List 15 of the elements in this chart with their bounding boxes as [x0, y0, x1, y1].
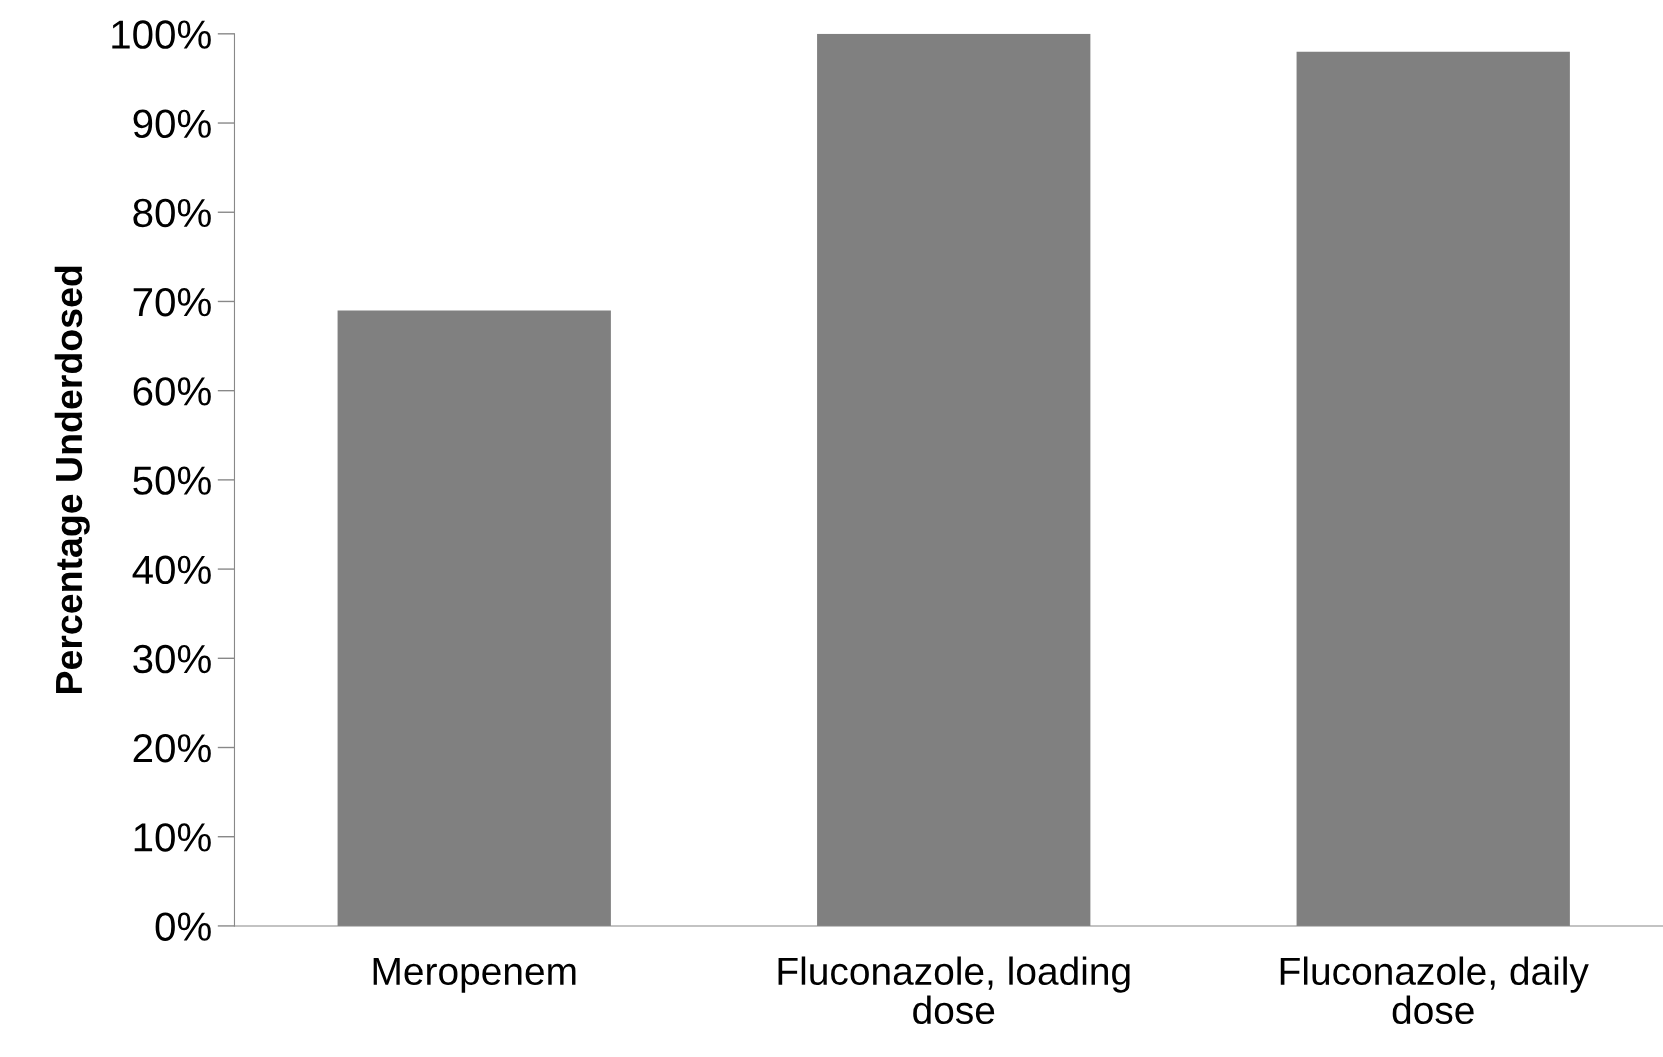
y-tick-label: 40%	[132, 555, 211, 585]
x-tick-label: Fluconazole, loading dose	[778, 956, 1130, 1025]
x-tick-label: Fluconazole, daily dose	[1280, 956, 1589, 1025]
y-tick-label: 70%	[133, 287, 211, 317]
y-tick-label: 20%	[133, 733, 211, 763]
y-tick-label: 90%	[133, 109, 211, 139]
y-tick-label: 0%	[155, 912, 211, 941]
y-tick-label: 60%	[133, 377, 211, 406]
y-tick-label: 30%	[133, 644, 211, 674]
x-tick-label: Meropenem	[373, 957, 576, 993]
y-tick-label: 80%	[133, 198, 211, 228]
y-axis-title: Percentage Underdosed	[54, 266, 90, 694]
y-tick-label: 10%	[134, 823, 211, 852]
y-tick-label: 100%	[112, 20, 211, 49]
y-tick-label: 50%	[133, 466, 211, 495]
